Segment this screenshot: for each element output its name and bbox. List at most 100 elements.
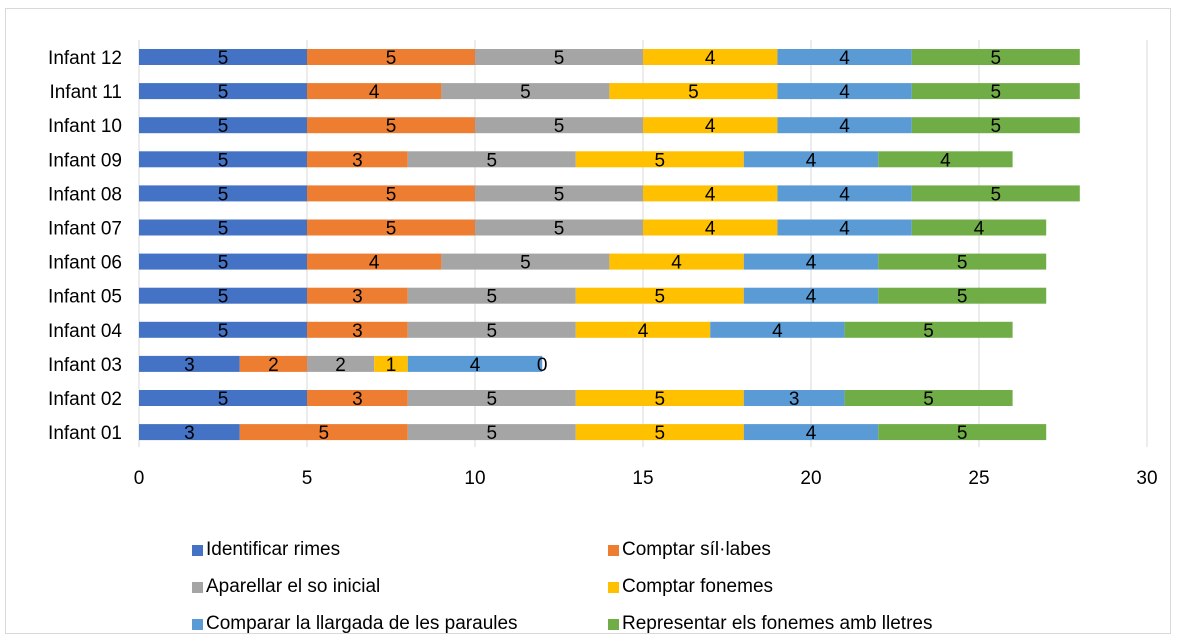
- x-tick-label: 30: [1136, 468, 1157, 489]
- bar-segment: [475, 219, 643, 236]
- bar-segment: [307, 321, 408, 338]
- category-label: Infant 10: [48, 116, 122, 137]
- bar-segment: [911, 83, 1080, 100]
- bar-segment: [643, 49, 778, 65]
- bar-segment: [239, 355, 307, 372]
- bar-segment: [911, 219, 1047, 236]
- data-label: 4: [705, 219, 716, 240]
- bar-segment: [743, 253, 879, 270]
- bar-segment: [475, 49, 643, 65]
- bar-segment: [777, 117, 912, 134]
- bar-segment: [441, 253, 610, 270]
- data-label: 3: [184, 423, 195, 444]
- bar-segment: [743, 424, 879, 441]
- data-label: 4: [671, 253, 682, 274]
- bar-segment: [139, 117, 307, 134]
- category-labels: Infant 12 Infant 11 Infant 10 Infant 09 Infa…: [48, 48, 122, 444]
- bar-segment: [307, 117, 475, 134]
- data-label: 4: [806, 150, 817, 171]
- data-label: 5: [386, 219, 397, 240]
- data-label: 5: [487, 423, 498, 444]
- x-tick-label: 5: [302, 468, 313, 489]
- bar-segment: [139, 424, 240, 441]
- data-label: 4: [839, 48, 850, 69]
- data-label: 5: [218, 389, 229, 410]
- data-label: 4: [470, 355, 481, 376]
- gridlines: [138, 40, 1148, 447]
- category-label: Infant 01: [48, 423, 122, 444]
- data-label: 5: [554, 48, 565, 69]
- data-label: 4: [806, 287, 817, 308]
- data-label: 5: [487, 321, 498, 342]
- bar-segment: [844, 390, 1013, 406]
- data-label: 5: [554, 184, 565, 205]
- bar-segment: [307, 219, 475, 236]
- data-label: 5: [655, 423, 666, 444]
- data-label: 4: [839, 219, 850, 240]
- data-label: 4: [705, 116, 716, 137]
- bar-segment: [777, 83, 912, 100]
- bars: [139, 49, 1080, 441]
- bar-segment: [575, 287, 744, 304]
- category-label: Infant 07: [48, 219, 122, 240]
- data-label: 5: [554, 219, 565, 240]
- category-label: Infant 06: [48, 253, 122, 274]
- data-label: 5: [218, 82, 229, 103]
- bar-segment: [475, 117, 643, 134]
- x-tick-labels: 0 5 10 15 20 25 30: [134, 468, 1158, 489]
- bar-segment: [139, 253, 307, 270]
- data-label: 5: [991, 184, 1002, 205]
- data-label: 5: [655, 389, 666, 410]
- bar-segment: [475, 185, 643, 202]
- data-labels: 5 5 5 4 4 55 4 5 5 4 55 5 5 4 4 55 3 5 5 4 45 5 5 4 4 55 5 5 4 4 45 4 5 4…: [184, 48, 1001, 444]
- data-label: 4: [772, 321, 783, 342]
- bar-segment: [777, 219, 912, 236]
- data-label: 5: [991, 82, 1002, 103]
- bar-segment: [139, 287, 307, 304]
- data-label: 1: [386, 355, 397, 376]
- data-label: 4: [839, 184, 850, 205]
- data-label: 5: [487, 287, 498, 308]
- bar-segment: [139, 355, 240, 372]
- data-label: 5: [923, 389, 934, 410]
- bar-segment: [643, 185, 778, 202]
- bar-segment: [407, 390, 576, 406]
- bar-segment: [777, 185, 912, 202]
- bar-segment: [743, 390, 845, 406]
- data-label: 4: [369, 253, 380, 274]
- bar-segment: [139, 321, 307, 338]
- bar-segment: [139, 390, 307, 406]
- bar-segment: [407, 151, 576, 168]
- data-label: 5: [520, 253, 531, 274]
- data-label: 5: [991, 116, 1002, 137]
- data-label: 4: [839, 116, 850, 137]
- category-label: Infant 09: [48, 150, 122, 171]
- data-label: 4: [705, 48, 716, 69]
- bar-segment: [844, 321, 1013, 338]
- bar-segment: [575, 151, 744, 168]
- bar-segment: [878, 253, 1047, 270]
- x-tick-label: 20: [800, 468, 821, 489]
- data-label: 2: [268, 355, 279, 376]
- bar-segment: [307, 83, 442, 100]
- data-label: 5: [487, 150, 498, 171]
- bar-segment: [441, 83, 610, 100]
- category-label: Infant 08: [48, 184, 122, 205]
- data-label: 5: [386, 48, 397, 69]
- category-label: Infant 04: [48, 321, 122, 342]
- bar-segment: [139, 185, 307, 202]
- bar-segment: [307, 151, 408, 168]
- bar-segment: [374, 355, 408, 372]
- data-label: 5: [386, 116, 397, 137]
- category-label: Infant 03: [48, 355, 122, 376]
- data-label: 5: [218, 184, 229, 205]
- bar-segment: [911, 185, 1080, 202]
- bar-segment: [307, 253, 442, 270]
- data-label: 4: [839, 82, 850, 103]
- bar-segment: [609, 83, 778, 100]
- bar-segment: [139, 49, 307, 65]
- data-label: 3: [184, 355, 195, 376]
- bar-segment: [307, 49, 475, 65]
- data-label: 5: [218, 219, 229, 240]
